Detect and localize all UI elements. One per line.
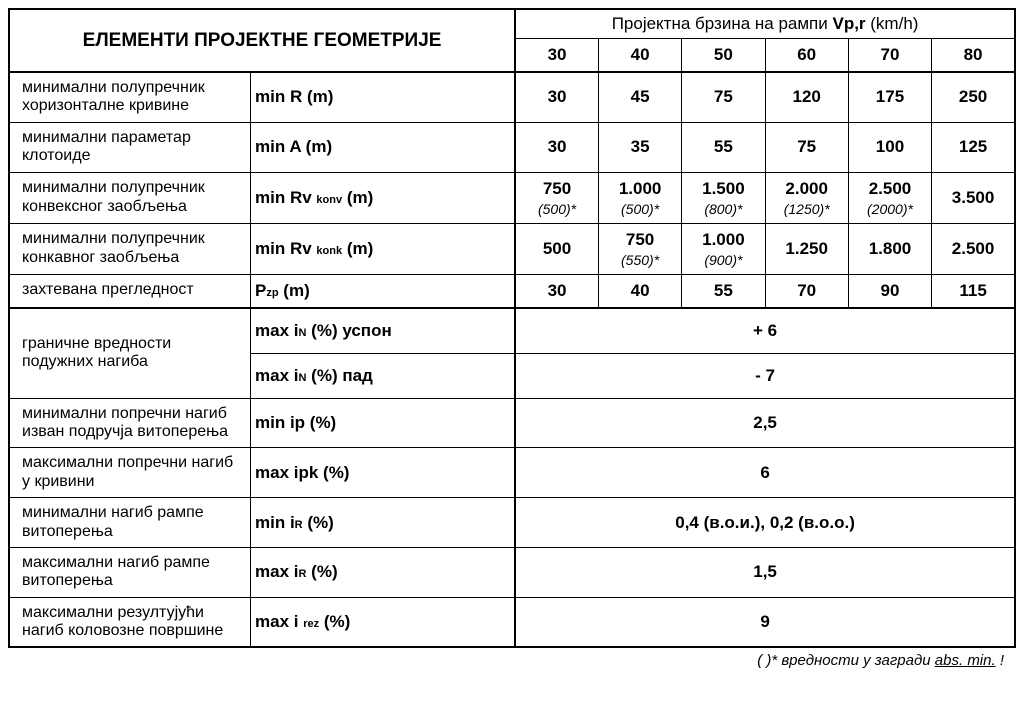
merged-value: 9 xyxy=(515,597,1015,647)
row-desc: минимални нагиб рампе витоперења xyxy=(9,498,251,548)
merged-value: 2,5 xyxy=(515,398,1015,448)
table-row: минимални полупречник конкавног заобљења… xyxy=(9,223,1015,274)
speed-col-1: 40 xyxy=(598,39,681,73)
row-desc: максимални попречни нагиб у кривини xyxy=(9,448,251,498)
row-symbol: max iR (%) xyxy=(251,547,516,597)
cell: 1.000(500)* xyxy=(598,172,681,223)
cell: 100 xyxy=(848,122,931,172)
row-desc: граничне вредности подужних нагиба xyxy=(9,308,251,399)
speed-header-symbol: Vp,r xyxy=(832,14,865,33)
merged-value: + 6 xyxy=(515,308,1015,354)
speed-col-0: 30 xyxy=(515,39,598,73)
row-symbol: min iR (%) xyxy=(251,498,516,548)
footnote: ( )* вредности у загради abs. min. ! xyxy=(8,648,1016,671)
cell: 30 xyxy=(515,72,598,122)
cell: 55 xyxy=(682,274,765,308)
cell: 250 xyxy=(932,72,1015,122)
table-row: минимални попречни нагиб изван подручја … xyxy=(9,398,1015,448)
row-symbol: max ipk (%) xyxy=(251,448,516,498)
row-desc: минимални полупречник хоризонталне криви… xyxy=(9,72,251,122)
cell: 115 xyxy=(932,274,1015,308)
row-desc: максимални резултујући нагиб коловозне п… xyxy=(9,597,251,647)
row-symbol: min Rv konk (m) xyxy=(251,223,516,274)
cell: 2.500 xyxy=(932,223,1015,274)
cell: 175 xyxy=(848,72,931,122)
cell: 1.000(900)* xyxy=(682,223,765,274)
cell: 1.250 xyxy=(765,223,848,274)
row-symbol: min ip (%) xyxy=(251,398,516,448)
cell: 45 xyxy=(598,72,681,122)
table-row: максимални резултујући нагиб коловозне п… xyxy=(9,597,1015,647)
speed-header: Пројектна брзина на рампи Vp,r (km/h) xyxy=(515,9,1015,39)
table-row: минимални полупречник конвексног заобљењ… xyxy=(9,172,1015,223)
cell: 30 xyxy=(515,274,598,308)
footnote-underlined: abs. min. xyxy=(935,652,996,669)
speed-header-unit: (km/h) xyxy=(866,14,919,33)
cell: 75 xyxy=(682,72,765,122)
footnote-prefix: ( )* вредности у загради xyxy=(757,652,935,669)
cell: 1.500(800)* xyxy=(682,172,765,223)
cell: 40 xyxy=(598,274,681,308)
cell: 2.000(1250)* xyxy=(765,172,848,223)
row-symbol: max iN (%) пад xyxy=(251,353,516,398)
cell: 120 xyxy=(765,72,848,122)
cell: 750(500)* xyxy=(515,172,598,223)
row-symbol: max i rez (%) xyxy=(251,597,516,647)
row-symbol: min A (m) xyxy=(251,122,516,172)
speed-col-5: 80 xyxy=(932,39,1015,73)
row-symbol: min Rv konv (m) xyxy=(251,172,516,223)
speed-col-3: 60 xyxy=(765,39,848,73)
table-row: граничне вредности подужних нагиба max i… xyxy=(9,308,1015,354)
row-desc: минимални полупречник конвексног заобљењ… xyxy=(9,172,251,223)
cell: 2.500(2000)* xyxy=(848,172,931,223)
merged-value: - 7 xyxy=(515,353,1015,398)
cell: 70 xyxy=(765,274,848,308)
speed-col-4: 70 xyxy=(848,39,931,73)
table-row: минимални параметар клотоиде min A (m) 3… xyxy=(9,122,1015,172)
table-row: захтевана прегледност Pzp (m) 30 40 55 7… xyxy=(9,274,1015,308)
row-symbol: min R (m) xyxy=(251,72,516,122)
cell: 90 xyxy=(848,274,931,308)
row-desc: максимални нагиб рампе витоперења xyxy=(9,547,251,597)
merged-value: 1,5 xyxy=(515,547,1015,597)
cell: 3.500 xyxy=(932,172,1015,223)
merged-value: 0,4 (в.о.и.), 0,2 (в.о.о.) xyxy=(515,498,1015,548)
row-desc: минимални полупречник конкавног заобљења xyxy=(9,223,251,274)
table-row: максимални попречни нагиб у кривини max … xyxy=(9,448,1015,498)
cell: 35 xyxy=(598,122,681,172)
cell: 30 xyxy=(515,122,598,172)
row-symbol: max iN (%) успон xyxy=(251,308,516,354)
cell: 55 xyxy=(682,122,765,172)
cell: 1.800 xyxy=(848,223,931,274)
row-desc: захтевана прегледност xyxy=(9,274,251,308)
merged-value: 6 xyxy=(515,448,1015,498)
speed-col-2: 50 xyxy=(682,39,765,73)
speed-header-prefix: Пројектна брзина на рампи xyxy=(612,14,833,33)
row-symbol: Pzp (m) xyxy=(251,274,516,308)
cell: 75 xyxy=(765,122,848,172)
table-row: минимални нагиб рампе витоперења min iR … xyxy=(9,498,1015,548)
table-row: максимални нагиб рампе витоперења max iR… xyxy=(9,547,1015,597)
geometry-table: ЕЛЕМЕНТИ ПРОЈЕКТНЕ ГЕОМЕТРИЈЕ Пројектна … xyxy=(8,8,1016,648)
cell: 125 xyxy=(932,122,1015,172)
cell: 750(550)* xyxy=(598,223,681,274)
footnote-suffix: ! xyxy=(996,652,1004,669)
table-title: ЕЛЕМЕНТИ ПРОЈЕКТНЕ ГЕОМЕТРИЈЕ xyxy=(9,9,515,72)
cell: 500 xyxy=(515,223,598,274)
row-desc: минимални параметар клотоиде xyxy=(9,122,251,172)
table-row: минимални полупречник хоризонталне криви… xyxy=(9,72,1015,122)
row-desc: минимални попречни нагиб изван подручја … xyxy=(9,398,251,448)
